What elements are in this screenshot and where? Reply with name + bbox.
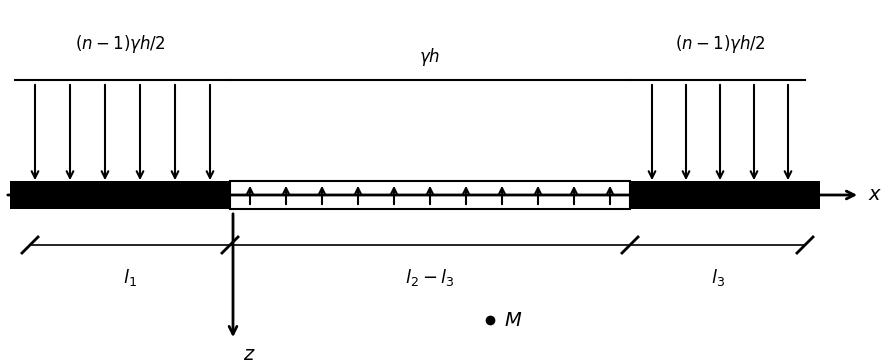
Bar bbox=[629, 181, 819, 209]
Text: $(n-1)\gamma h/2$: $(n-1)\gamma h/2$ bbox=[674, 33, 764, 55]
Bar bbox=[10, 181, 230, 209]
Bar bbox=[230, 181, 629, 209]
Text: $(n-1)\gamma h/2$: $(n-1)\gamma h/2$ bbox=[74, 33, 165, 55]
Text: $x$: $x$ bbox=[867, 186, 881, 205]
Text: $l_1$: $l_1$ bbox=[122, 267, 137, 288]
Text: $l_2- l_3$: $l_2- l_3$ bbox=[405, 267, 454, 288]
Text: $l_3$: $l_3$ bbox=[710, 267, 723, 288]
Text: $z$: $z$ bbox=[243, 345, 256, 364]
Text: $\gamma h$: $\gamma h$ bbox=[419, 46, 440, 68]
Text: $M$: $M$ bbox=[503, 310, 522, 329]
